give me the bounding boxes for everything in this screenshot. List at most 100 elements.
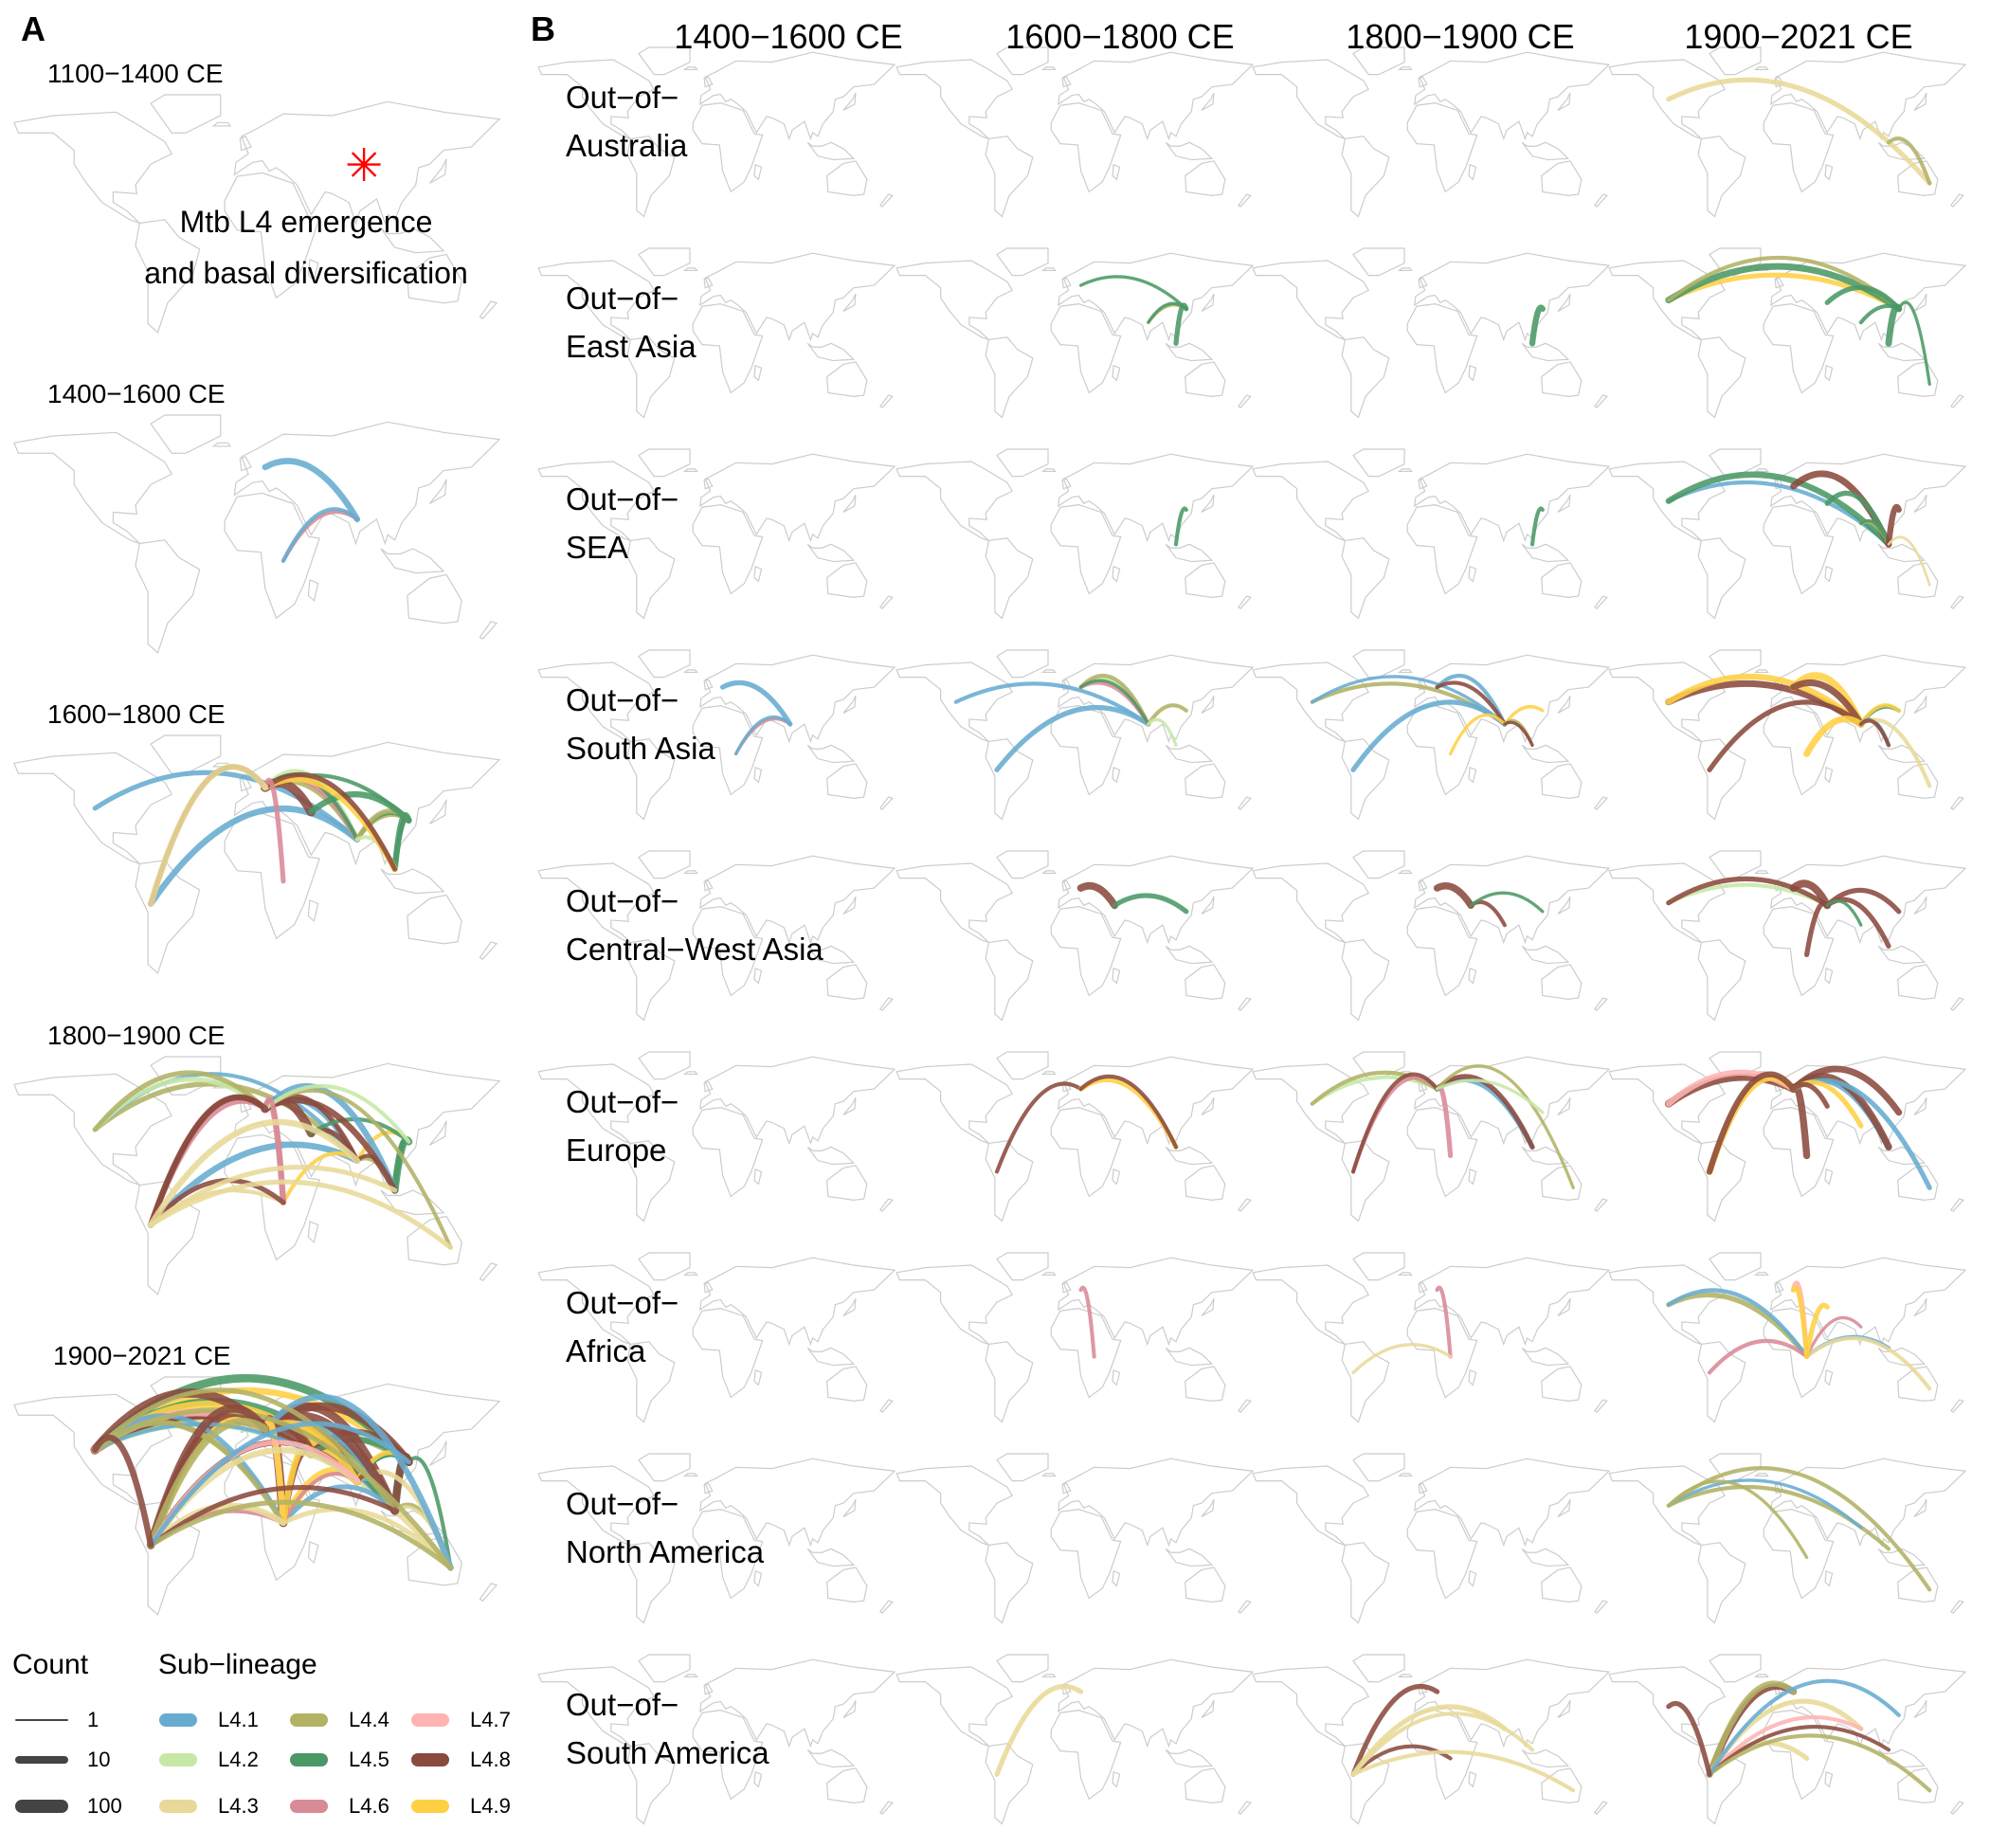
transmission-arc: [151, 1097, 265, 1225]
world-map: [1608, 46, 1966, 218]
period-title: 1400−1600 CE: [47, 379, 226, 408]
row-label-line: Africa: [566, 1333, 646, 1368]
map-panel-a: [12, 1377, 500, 1616]
transmission-arc: [1081, 1077, 1176, 1147]
row-label-line: Out−of−: [566, 1084, 679, 1119]
world-map: [1252, 1654, 1610, 1825]
legend-lineage-swatch: [159, 1753, 197, 1766]
transmission-arc: [997, 708, 1149, 770]
map-panel-b: [1252, 649, 1610, 821]
transmission-arc: [1807, 1338, 1930, 1388]
transmission-arc: [1794, 883, 1828, 905]
transmission-arc: [1669, 1481, 1807, 1557]
transmission-arc: [1794, 1087, 1807, 1156]
world-map: [896, 247, 1254, 419]
transmission-arc: [151, 1181, 283, 1225]
map-panel-b: [1252, 1654, 1610, 1825]
transmission-arc: [1669, 475, 1889, 545]
world-map: [896, 1051, 1254, 1223]
transmission-arc: [265, 1100, 395, 1190]
legend-lineage-label: L4.3: [218, 1794, 259, 1818]
transmission-arc: [283, 1487, 395, 1523]
column-header: 1600−1800 CE: [1005, 17, 1235, 56]
world-map: [896, 448, 1254, 620]
legend-lineage-label: L4.6: [349, 1794, 389, 1818]
map-panel-b: [1252, 247, 1610, 419]
transmission-arc: [1669, 275, 1899, 309]
map-panel-b: [1608, 1453, 1966, 1624]
row-label-europe: Out−of− Europe: [566, 1078, 678, 1174]
row-label-south-america: Out−of− South America: [566, 1680, 769, 1777]
transmission-arc: [1438, 1087, 1451, 1156]
transmission-arc: [265, 461, 357, 518]
map-panel-b: [1252, 1252, 1610, 1423]
world-map: [1608, 448, 1966, 620]
legend-lineage-swatch: [411, 1753, 449, 1766]
legend-count-title: Count: [12, 1649, 89, 1680]
transmission-arc: [997, 1084, 1081, 1172]
row-label-line: Central−West Asia: [566, 932, 823, 967]
row-label-east-asia: Out−of− East Asia: [566, 274, 696, 371]
transmission-arc: [1471, 893, 1543, 912]
transmission-arc: [1669, 879, 1827, 905]
legend-count-line: [15, 1756, 68, 1764]
transmission-arc: [1794, 1084, 1828, 1106]
transmission-arc: [1827, 287, 1899, 308]
legend-lineage-label: L4.7: [470, 1708, 511, 1731]
map-panel-a: [12, 734, 500, 974]
transmission-arc: [1710, 1681, 1899, 1775]
legend-count-line: [15, 1718, 68, 1722]
transmission-arc: [1794, 1069, 1899, 1113]
row-label-north-america: Out−of− North America: [566, 1479, 764, 1576]
transmission-arc: [151, 1168, 395, 1225]
world-map: [1608, 649, 1966, 821]
legend-lineage-swatch: [290, 1800, 328, 1813]
transmission-arc: [1353, 1707, 1505, 1774]
row-label-line: Out−of−: [566, 281, 679, 316]
transmission-arc: [1312, 677, 1505, 724]
row-label-line: Out−of−: [566, 1285, 679, 1320]
transmission-arc: [1669, 1703, 1710, 1774]
row-label-line: Europe: [566, 1132, 667, 1168]
legend-lineage-swatch: [411, 1800, 449, 1813]
legend-lineage-label: L4.8: [470, 1748, 511, 1771]
map-panel-b: [1252, 1453, 1610, 1624]
legend-lineage-title: Sub−lineage: [158, 1649, 317, 1680]
transmission-arc: [1176, 305, 1186, 343]
column-header: 1400−1600 CE: [674, 17, 903, 56]
map-panel-b: [896, 1453, 1254, 1624]
transmission-arc: [956, 683, 1149, 724]
transmission-arc: [1353, 1687, 1438, 1775]
transmission-arc: [1438, 1080, 1543, 1113]
transmission-arc: [1807, 1317, 1861, 1356]
row-label-line: SEA: [566, 530, 629, 565]
map-panel-b: [1608, 1654, 1966, 1825]
row-label-africa: Out−of− Africa: [566, 1278, 678, 1375]
legend-lineage-label: L4.1: [218, 1708, 259, 1731]
transmission-arc: [95, 1438, 151, 1546]
transmission-arc: [265, 780, 283, 881]
transmission-arc: [1451, 715, 1505, 753]
row-label-line: Out−of−: [566, 682, 679, 717]
transmission-arc: [1889, 138, 1929, 183]
legend-lineage-swatch: [290, 1753, 328, 1766]
world-map: [896, 649, 1254, 821]
transmission-arc: [1353, 1075, 1438, 1172]
map-panel-a: [12, 1056, 500, 1295]
transmission-arc: [1794, 1288, 1807, 1357]
transmission-arc: [1794, 682, 1861, 724]
map-panel-b: [537, 649, 896, 821]
emergence-annotation-line1: Mtb L4 emergence: [179, 205, 433, 239]
emergence-annotation-line2: and basal diversification: [144, 256, 468, 290]
world-map: [896, 46, 1254, 218]
map-panel-b: [1252, 850, 1610, 1022]
transmission-arc: [265, 1099, 283, 1203]
transmission-arc: [1438, 1066, 1574, 1187]
transmission-arc: [151, 808, 357, 903]
transmission-arc: [95, 1390, 394, 1511]
transmission-arc: [1353, 1713, 1532, 1774]
map-panel-b: [896, 850, 1254, 1022]
transmission-arc: [997, 1687, 1081, 1775]
transmission-arc: [1081, 1288, 1094, 1357]
world-map: [896, 1453, 1254, 1624]
